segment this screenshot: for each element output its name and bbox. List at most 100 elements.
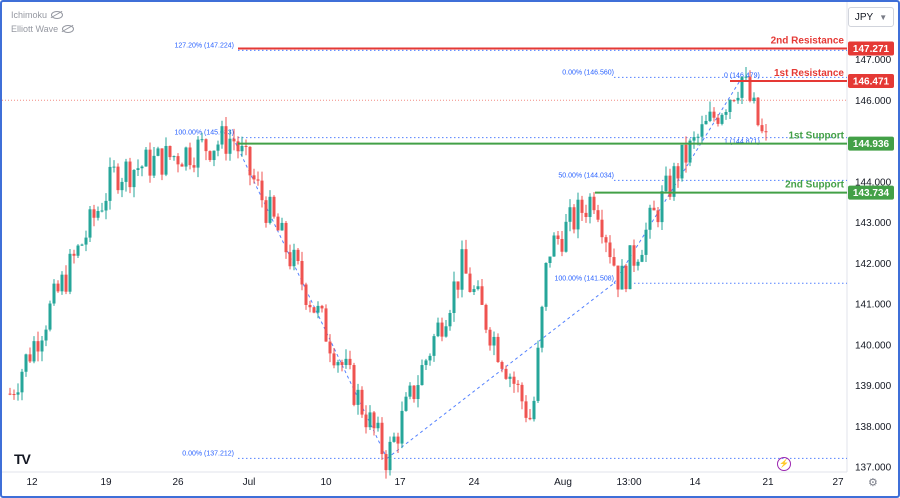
candle-body: [292, 249, 296, 267]
candle-body: [496, 336, 500, 363]
level-price-tag: [848, 185, 894, 200]
candle-body: [728, 100, 732, 113]
candle-body: [456, 281, 460, 290]
y-tick-label: 144.000: [855, 177, 892, 188]
candle-body: [464, 249, 468, 274]
candle-body: [604, 237, 608, 243]
candle-body: [172, 156, 176, 158]
candle-body: [620, 265, 624, 290]
tradingview-logo: TV: [14, 451, 31, 467]
fib-label: 0.00% (137.212): [182, 450, 234, 457]
candle-body: [256, 179, 260, 181]
indicator-ichimoku[interactable]: Ichimoku: [11, 10, 64, 20]
level-price-label: 147.271: [853, 44, 890, 55]
candle-body: [216, 144, 220, 151]
candle-body: [168, 145, 172, 158]
candle-body: [472, 289, 476, 292]
candle-body: [388, 441, 392, 471]
candle-body: [628, 245, 632, 290]
candle-body: [148, 149, 152, 176]
candle-body: [720, 114, 724, 124]
candle-body: [632, 245, 636, 266]
candle-body: [352, 365, 356, 405]
candle-body: [480, 286, 484, 305]
y-tick-label: 139.000: [855, 381, 892, 392]
candle-body: [672, 166, 676, 197]
candle-body: [12, 394, 16, 396]
candle-body: [312, 307, 316, 313]
candle-body: [512, 376, 516, 384]
x-tick-label: 27: [832, 477, 844, 488]
candle-body: [136, 168, 140, 170]
candle-body: [416, 385, 420, 400]
settings-icon[interactable]: ⚙: [868, 477, 878, 489]
lightning-icon[interactable]: ⚡: [777, 457, 791, 471]
eye-hidden-icon[interactable]: [62, 25, 75, 33]
x-tick-label: 24: [468, 477, 480, 488]
candle-body: [724, 112, 728, 115]
y-tick-label: 141.000: [855, 300, 892, 311]
candle-body: [392, 436, 396, 442]
candle-body: [704, 120, 708, 125]
candle-body: [204, 139, 208, 152]
eye-hidden-icon[interactable]: [51, 11, 64, 19]
candle-body: [572, 207, 576, 230]
level-name-label: 1st Resistance: [774, 68, 844, 79]
candle-body: [616, 265, 620, 290]
candle-body: [520, 384, 524, 402]
candle-body: [580, 199, 584, 213]
candle-body: [72, 253, 76, 256]
fib-label: 127.20% (147.224): [174, 42, 234, 49]
candle-body: [208, 151, 212, 161]
candle-body: [712, 111, 716, 118]
candle-body: [540, 306, 544, 348]
indicator-elliott-wave[interactable]: Elliott Wave: [11, 24, 75, 34]
candle-body: [536, 347, 540, 401]
fib-label: 100.00% (141.508): [554, 275, 614, 282]
candle-body: [128, 161, 132, 188]
candle-body: [524, 401, 528, 418]
level-price-tag: [848, 136, 894, 151]
indicator-label: Elliott Wave: [11, 24, 59, 34]
level-price-label: 146.471: [853, 77, 890, 88]
candle-body: [144, 149, 148, 167]
candle-body: [180, 164, 184, 167]
y-tick-label: 142.000: [855, 259, 892, 270]
candle-body: [676, 166, 680, 179]
candle-body: [212, 150, 216, 161]
candle-body: [44, 329, 48, 341]
candle-body: [640, 254, 644, 262]
candle-body: [460, 249, 464, 290]
candle-body: [272, 196, 276, 217]
level-name-label: 2nd Support: [785, 180, 845, 191]
fib-label: 100.00% (145.083): [174, 130, 234, 137]
candle-body: [268, 196, 272, 223]
candle-body: [384, 454, 388, 471]
level-name-label: 2nd Resistance: [771, 35, 845, 46]
candle-body: [740, 77, 744, 98]
candle-body: [468, 273, 472, 292]
fib-label: 50.00% (144.034): [558, 172, 614, 179]
candle-body: [412, 385, 416, 400]
currency-selector[interactable]: JPY ▼: [848, 7, 894, 27]
candle-body: [500, 362, 504, 369]
candle-body: [364, 414, 368, 428]
y-tick-label: 147.000: [855, 55, 892, 66]
candle-body: [112, 166, 116, 168]
candle-body: [612, 257, 616, 266]
candle-body: [444, 326, 448, 337]
candle-body: [248, 146, 252, 176]
candle-body: [68, 253, 72, 292]
candle-body: [592, 196, 596, 211]
x-tick-label: 10: [320, 477, 332, 488]
candle-body: [436, 322, 440, 337]
candle-body: [60, 274, 64, 292]
chevron-down-icon: ▼: [879, 12, 888, 22]
candle-body: [340, 362, 344, 366]
y-tick-label: 138.000: [855, 422, 892, 433]
candle-body: [96, 211, 100, 218]
candle-body: [152, 155, 156, 176]
candle-body: [744, 76, 748, 78]
